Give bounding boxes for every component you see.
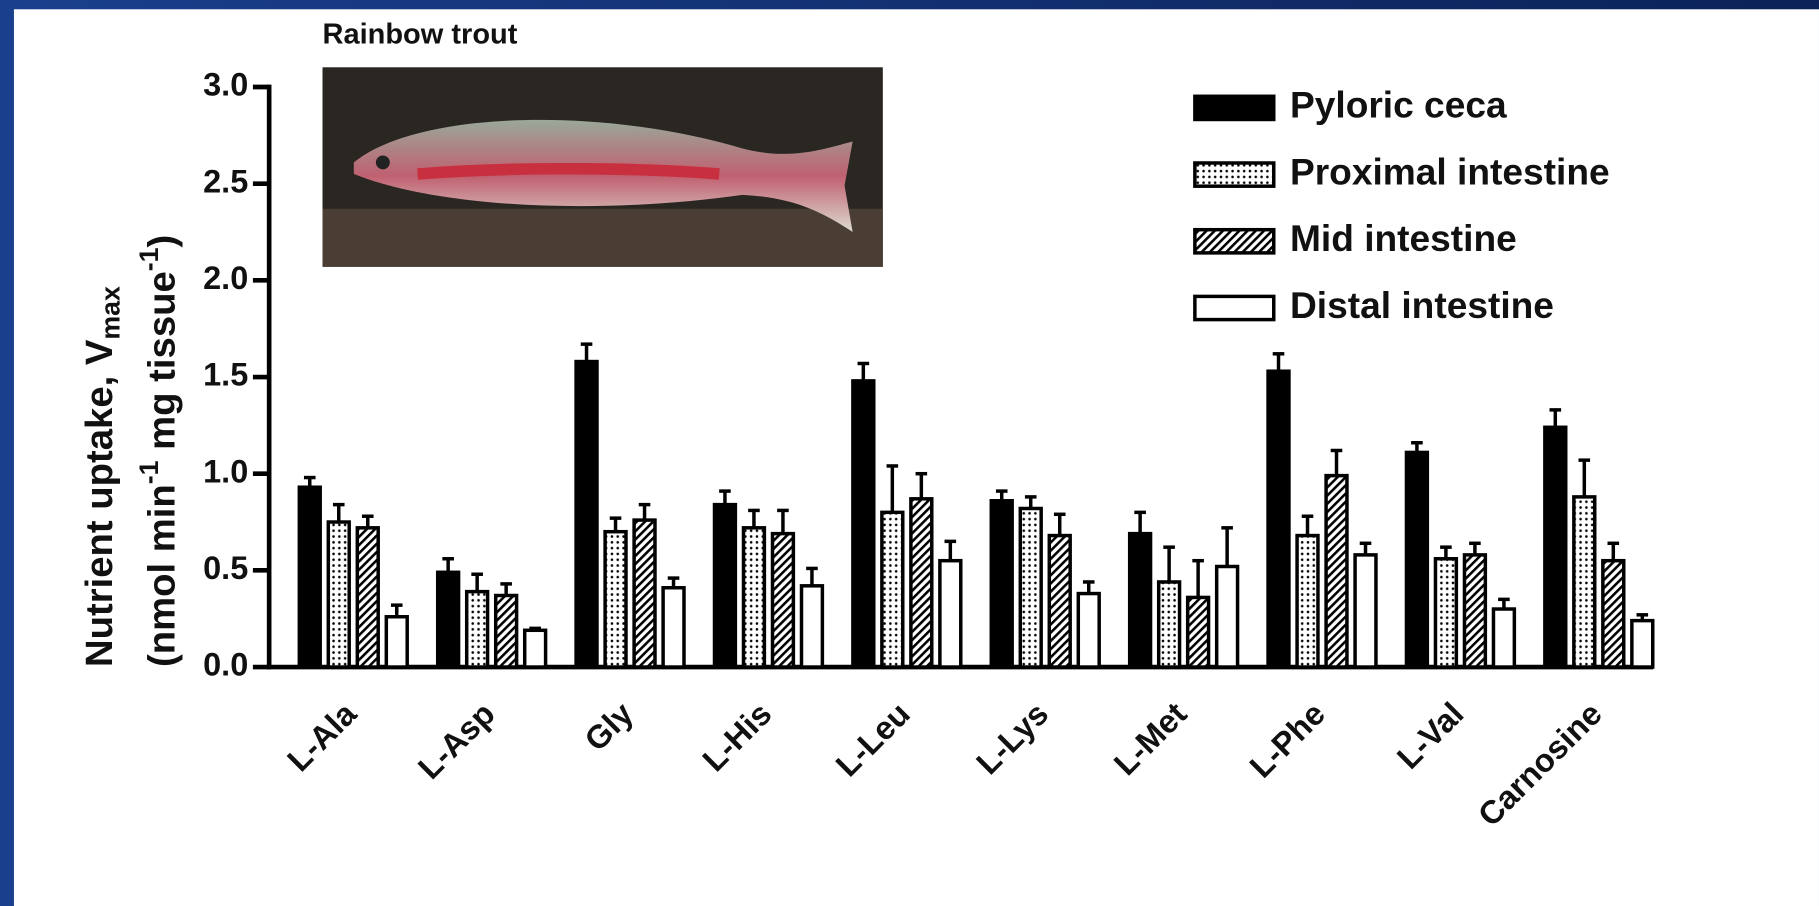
bar xyxy=(1049,536,1070,667)
bar xyxy=(1078,594,1099,667)
y-axis-title-line: (nmol min-1 mg tissue-1) xyxy=(134,235,184,667)
bar xyxy=(1297,536,1318,667)
label-sub: max xyxy=(96,286,126,340)
bar xyxy=(1326,476,1347,667)
bar xyxy=(605,532,626,667)
bar xyxy=(1188,597,1209,667)
bar xyxy=(1545,427,1566,667)
bar xyxy=(743,528,764,667)
bar xyxy=(1268,371,1289,667)
bar xyxy=(1435,559,1456,667)
bar xyxy=(328,522,349,667)
bar xyxy=(1603,561,1624,667)
bar xyxy=(299,487,320,667)
photo xyxy=(323,67,883,267)
bar xyxy=(1130,534,1151,667)
chart: Rainbow trout Nutrient uptake, Vmax (nmo… xyxy=(0,0,1819,906)
bar xyxy=(467,592,488,667)
y-tick-label: 3.0 xyxy=(203,67,248,103)
bar xyxy=(882,512,903,667)
legend-label: Pyloric ceca xyxy=(1290,84,1507,126)
bar xyxy=(1355,555,1376,667)
legend-swatch xyxy=(1195,296,1274,319)
bar xyxy=(663,588,684,667)
bar xyxy=(1020,508,1041,667)
bar xyxy=(1159,582,1180,667)
bar xyxy=(911,499,932,667)
label-sup: -1 xyxy=(134,460,164,484)
bar xyxy=(940,561,961,667)
legend-swatch xyxy=(1195,96,1274,119)
bar xyxy=(1464,555,1485,667)
legend-label: Mid intestine xyxy=(1290,217,1517,259)
bar xyxy=(714,505,735,667)
chart-title: Rainbow trout xyxy=(323,19,518,51)
bar xyxy=(1217,566,1238,667)
y-tick-label: 0.0 xyxy=(203,647,248,683)
label-part: Nutrient uptake, V xyxy=(78,339,121,667)
bar xyxy=(1574,497,1595,667)
y-tick-label: 1.0 xyxy=(203,453,248,489)
bar xyxy=(357,528,378,667)
bar xyxy=(991,501,1012,667)
legend-label: Distal intestine xyxy=(1290,284,1554,326)
y-axis-title-line: Nutrient uptake, Vmax xyxy=(78,286,125,667)
y-tick-label: 2.5 xyxy=(203,163,248,199)
label-part: mg tissue xyxy=(141,271,184,460)
legend-swatch xyxy=(1195,230,1274,253)
bar xyxy=(1632,621,1653,667)
bar xyxy=(496,595,517,667)
label-sup: -1 xyxy=(134,247,164,271)
label-part: ) xyxy=(141,235,184,248)
bar xyxy=(772,534,793,667)
bar xyxy=(801,586,822,667)
y-tick-label: 0.5 xyxy=(203,550,248,586)
bar xyxy=(525,630,546,667)
bar xyxy=(386,617,407,667)
label-part: (nmol min xyxy=(141,484,184,667)
bar xyxy=(853,381,874,667)
bar xyxy=(634,520,655,667)
bar xyxy=(1493,609,1514,667)
bar xyxy=(438,572,459,667)
y-tick-label: 2.0 xyxy=(203,260,248,296)
legend-label: Proximal intestine xyxy=(1290,150,1610,192)
bar xyxy=(1406,452,1427,667)
legend-swatch xyxy=(1195,163,1274,186)
page: {"chart_data":{"type":"bar","title":"Rai… xyxy=(0,0,1819,906)
bar xyxy=(576,362,597,667)
y-tick-label: 1.5 xyxy=(203,357,248,393)
